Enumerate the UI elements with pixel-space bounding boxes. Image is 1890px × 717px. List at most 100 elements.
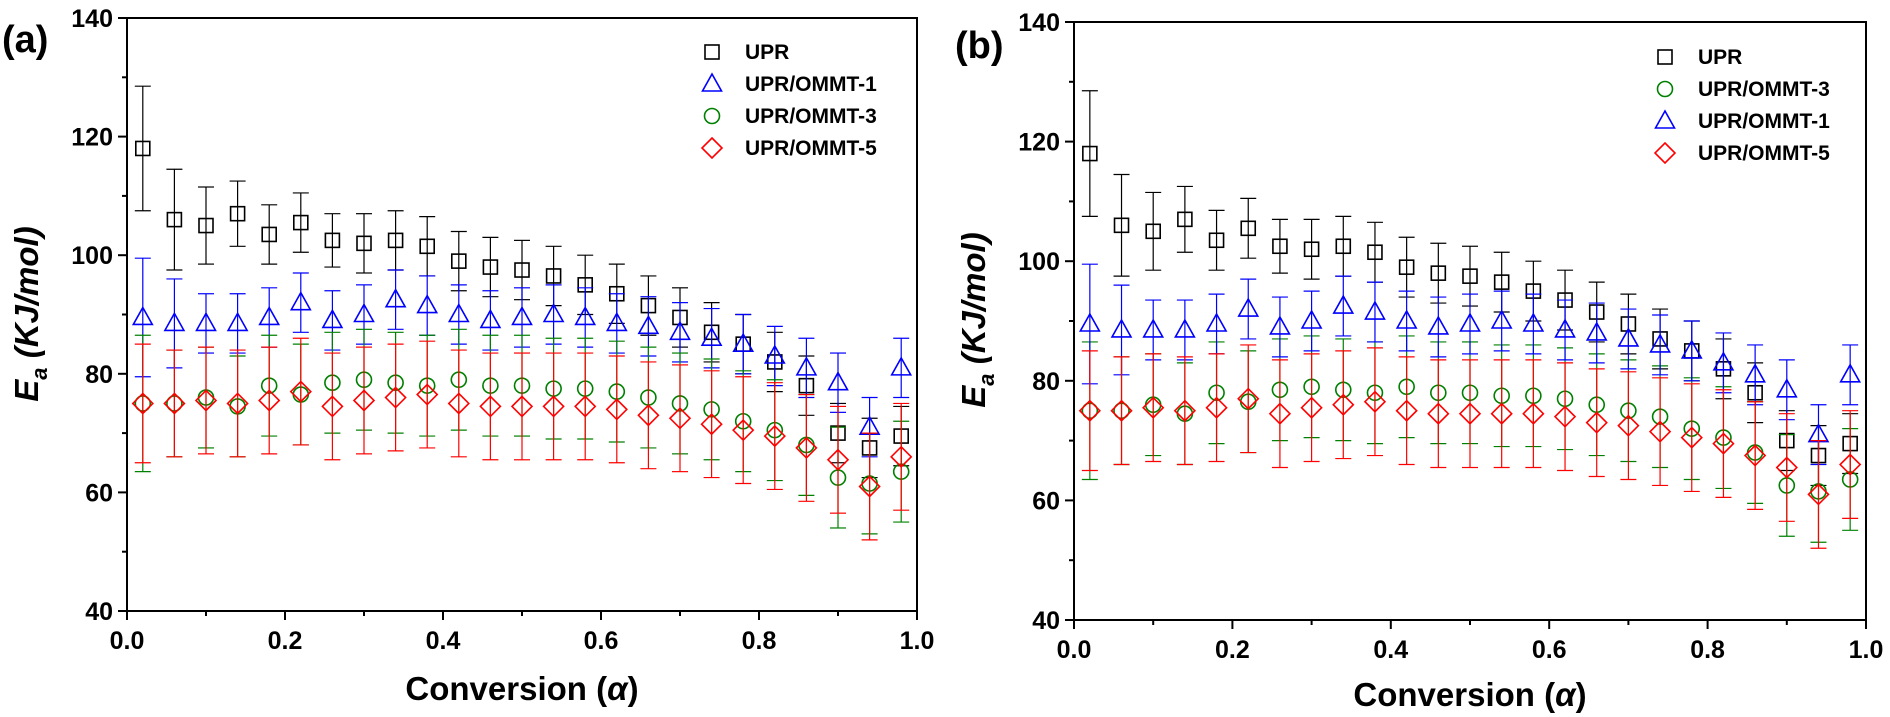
error-bar	[324, 213, 341, 268]
data-point	[827, 371, 849, 391]
x-tick-label: 0.2	[268, 627, 303, 655]
error-bar	[1240, 278, 1257, 340]
data-point	[511, 305, 533, 326]
data-point	[732, 419, 755, 442]
data-point	[542, 395, 565, 418]
data-point	[1268, 402, 1292, 425]
error-bar	[1335, 275, 1352, 337]
error-bar	[1620, 371, 1637, 481]
data-point	[1522, 402, 1545, 425]
error-bar	[1778, 413, 1795, 522]
data-point	[637, 314, 660, 335]
x-tick-label: 0.6	[584, 627, 619, 655]
data-point	[1585, 411, 1608, 434]
panel-label: (b)	[955, 25, 1004, 67]
data-point	[1142, 318, 1165, 338]
error-bar	[1176, 185, 1193, 253]
error-bar	[387, 210, 404, 271]
data-point	[1554, 318, 1576, 338]
error-bar	[1715, 389, 1732, 499]
data-point	[1173, 399, 1197, 422]
error-bar	[1145, 191, 1162, 271]
error-bar	[1208, 353, 1225, 463]
legend-marker	[703, 107, 721, 125]
x-tick-label: 0.8	[742, 627, 777, 655]
error-bar	[1335, 350, 1352, 460]
error-bar	[482, 352, 499, 461]
data-point	[669, 320, 691, 341]
error-bar	[356, 346, 372, 455]
data-point	[1743, 444, 1767, 467]
error-bar	[1620, 308, 1637, 370]
legend-marker	[704, 44, 720, 60]
data-point	[419, 238, 436, 255]
series-upr-ommt-5	[1078, 344, 1862, 549]
error-bar	[1493, 290, 1510, 352]
error-bar	[1683, 383, 1700, 493]
data-point	[1712, 432, 1735, 455]
data-point	[1775, 456, 1798, 479]
error-bar	[387, 343, 404, 452]
error-bar	[292, 337, 309, 446]
data-point	[416, 293, 439, 314]
error-bar	[166, 168, 183, 271]
data-point	[1839, 453, 1862, 476]
x-tick-label: 0.2	[1215, 636, 1250, 664]
error-bar	[1240, 344, 1257, 454]
data-point	[1430, 265, 1447, 281]
data-point	[261, 226, 278, 243]
data-point	[131, 392, 154, 415]
error-bar	[356, 213, 372, 274]
error-bar	[198, 346, 214, 455]
legend-label: UPR	[1698, 46, 1742, 69]
error-bar	[1525, 293, 1542, 355]
legend-label: UPR	[745, 41, 789, 64]
y-tick-label: 140	[71, 5, 113, 33]
data-point	[763, 344, 786, 364]
y-tick-label: 60	[1032, 487, 1060, 515]
y-tick-label: 100	[71, 242, 113, 270]
data-point	[321, 395, 344, 418]
data-point	[1205, 396, 1228, 419]
data-point	[1617, 327, 1640, 347]
x-tick-label: 0.4	[1373, 636, 1408, 664]
data-point	[1807, 483, 1830, 506]
error-bar	[1842, 410, 1859, 519]
data-point	[194, 389, 218, 412]
error-bar	[1588, 368, 1605, 478]
error-bar	[482, 236, 499, 298]
error-bar	[261, 204, 278, 265]
data-point	[826, 448, 850, 471]
error-bar	[419, 216, 436, 277]
data-point	[447, 392, 470, 415]
legend-marker	[1654, 109, 1676, 129]
x-tick-label: 0.0	[1057, 636, 1092, 664]
error-bar	[1557, 362, 1574, 472]
data-point	[482, 259, 499, 275]
data-point	[637, 404, 660, 427]
data-point	[1205, 312, 1228, 332]
data-point	[1110, 318, 1133, 338]
data-point	[447, 302, 470, 323]
error-bar	[1810, 440, 1827, 549]
legend-marker	[1653, 141, 1677, 165]
data-point	[289, 291, 312, 311]
legend: UPR UPR/OMMT-1 UPR/OMMT-3 UPR/OMMT-5	[700, 41, 877, 160]
data-point	[416, 383, 439, 406]
error-bar	[545, 352, 562, 461]
data-point	[1553, 405, 1577, 428]
data-point	[574, 395, 597, 418]
data-point	[1712, 351, 1735, 371]
error-bar	[1113, 173, 1130, 277]
y-tick-label: 40	[1032, 607, 1060, 635]
data-point	[1493, 274, 1510, 290]
data-point	[1839, 363, 1862, 383]
error-bar	[1366, 347, 1383, 457]
error-bar	[735, 376, 752, 485]
data-point	[795, 436, 818, 460]
error-bar	[672, 364, 688, 473]
legend: UPR UPR/OMMT-3 UPR/OMMT-1 UPR/OMMT-5	[1653, 46, 1830, 165]
data-point	[1269, 315, 1291, 335]
x-tick-label: 1.0	[1849, 636, 1884, 664]
error-bar	[861, 432, 878, 541]
